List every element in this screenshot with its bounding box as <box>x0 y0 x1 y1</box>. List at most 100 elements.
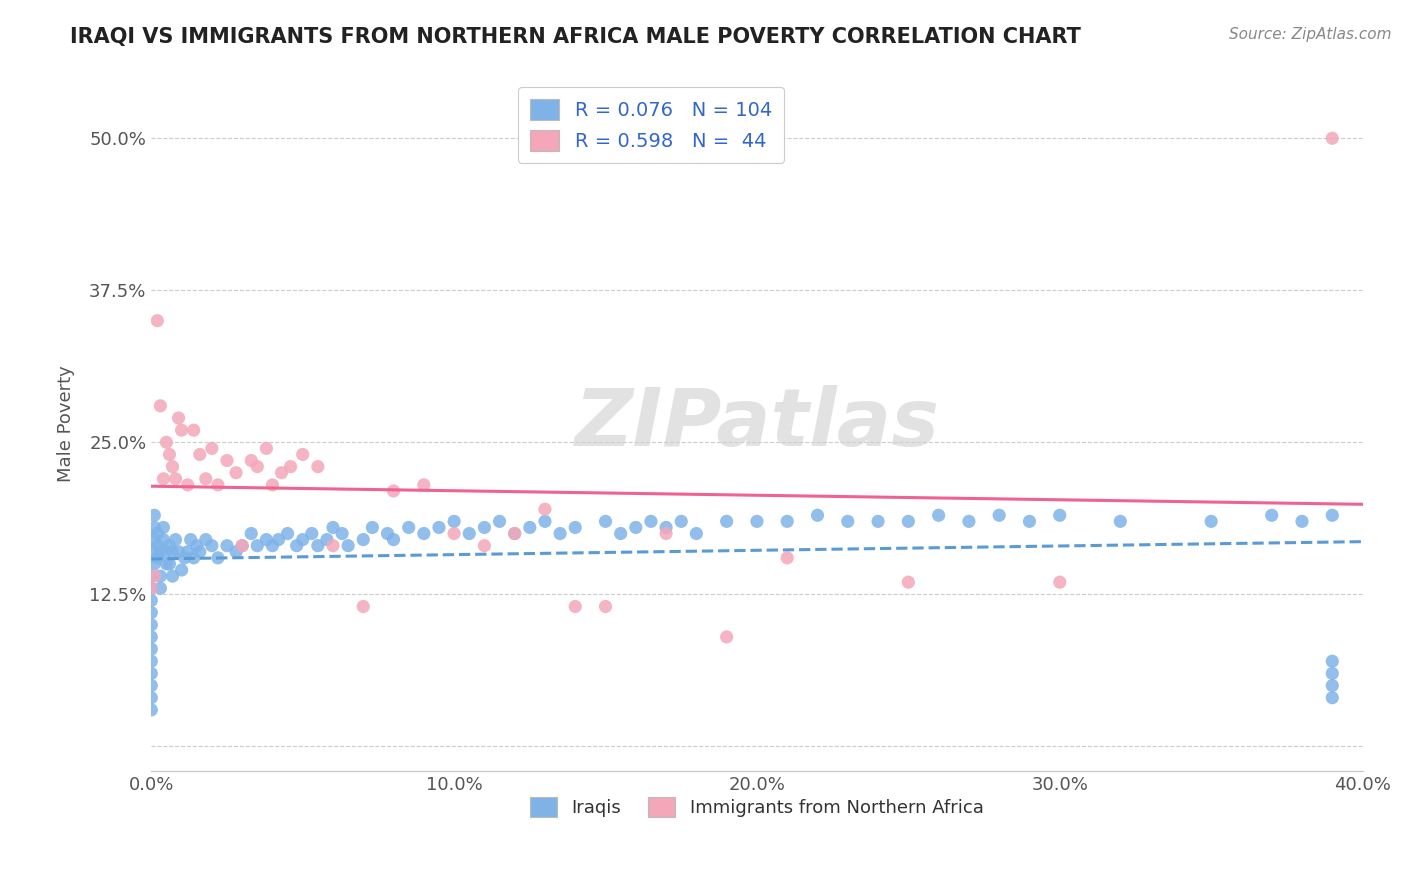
Point <box>330 526 353 541</box>
Point <box>152 520 174 534</box>
Point <box>194 533 217 547</box>
Point <box>149 399 172 413</box>
Point <box>188 545 211 559</box>
Point <box>1049 508 1071 523</box>
Point <box>165 472 187 486</box>
Point <box>262 478 284 492</box>
Point <box>162 459 184 474</box>
Point <box>291 533 314 547</box>
Point <box>1291 514 1313 528</box>
Point <box>141 666 163 681</box>
Point <box>277 526 299 541</box>
Point <box>176 545 198 559</box>
Point <box>176 478 198 492</box>
Point <box>868 514 890 528</box>
Point <box>207 550 229 565</box>
Point <box>183 423 205 437</box>
Point <box>988 508 1011 523</box>
Point <box>1199 514 1222 528</box>
Point <box>382 483 405 498</box>
Point <box>928 508 950 523</box>
Point <box>170 423 193 437</box>
Point <box>776 514 799 528</box>
Point <box>141 679 163 693</box>
Point <box>685 526 707 541</box>
Point <box>186 539 208 553</box>
Legend: Iraqis, Immigrants from Northern Africa: Iraqis, Immigrants from Northern Africa <box>523 789 991 824</box>
Point <box>194 472 217 486</box>
Point <box>806 508 828 523</box>
Point <box>149 581 172 595</box>
Point <box>270 466 292 480</box>
Point <box>141 569 163 583</box>
Point <box>149 569 172 583</box>
Point <box>1322 131 1344 145</box>
Point <box>159 447 181 461</box>
Point <box>141 630 163 644</box>
Point <box>352 533 374 547</box>
Point <box>285 539 308 553</box>
Point <box>141 703 163 717</box>
Point <box>146 314 169 328</box>
Point <box>262 539 284 553</box>
Point <box>167 545 190 559</box>
Point <box>1322 508 1344 523</box>
Point <box>458 526 481 541</box>
Point <box>165 533 187 547</box>
Point <box>564 599 586 614</box>
Point <box>240 453 263 467</box>
Point <box>141 654 163 668</box>
Point <box>141 581 163 595</box>
Point <box>745 514 768 528</box>
Point <box>201 539 224 553</box>
Point <box>655 526 678 541</box>
Point <box>352 599 374 614</box>
Point <box>1049 575 1071 590</box>
Point <box>246 459 269 474</box>
Point <box>897 514 920 528</box>
Point <box>155 557 177 571</box>
Point <box>152 533 174 547</box>
Point <box>655 520 678 534</box>
Point <box>143 557 166 571</box>
Point <box>1322 654 1344 668</box>
Point <box>143 508 166 523</box>
Point <box>488 514 510 528</box>
Point <box>412 478 434 492</box>
Point <box>173 550 195 565</box>
Point <box>141 593 163 607</box>
Point <box>267 533 290 547</box>
Point <box>1322 690 1344 705</box>
Point <box>1322 679 1344 693</box>
Point <box>215 453 238 467</box>
Y-axis label: Male Poverty: Male Poverty <box>58 366 75 483</box>
Point <box>170 563 193 577</box>
Point <box>180 533 202 547</box>
Point <box>254 533 277 547</box>
Point <box>159 557 181 571</box>
Point <box>1322 666 1344 681</box>
Point <box>595 599 617 614</box>
Point <box>1018 514 1040 528</box>
Point <box>337 539 360 553</box>
Point <box>225 545 247 559</box>
Point <box>215 539 238 553</box>
Text: Source: ZipAtlas.com: Source: ZipAtlas.com <box>1229 27 1392 42</box>
Point <box>254 442 277 456</box>
Point <box>1109 514 1132 528</box>
Point <box>146 539 169 553</box>
Point <box>609 526 631 541</box>
Point <box>548 526 571 541</box>
Point <box>307 459 329 474</box>
Point <box>143 569 166 583</box>
Point <box>146 526 169 541</box>
Point <box>141 690 163 705</box>
Point <box>716 514 738 528</box>
Point <box>143 520 166 534</box>
Point <box>146 550 169 565</box>
Point <box>167 411 190 425</box>
Point <box>443 514 465 528</box>
Point <box>152 472 174 486</box>
Point <box>280 459 302 474</box>
Point <box>240 526 263 541</box>
